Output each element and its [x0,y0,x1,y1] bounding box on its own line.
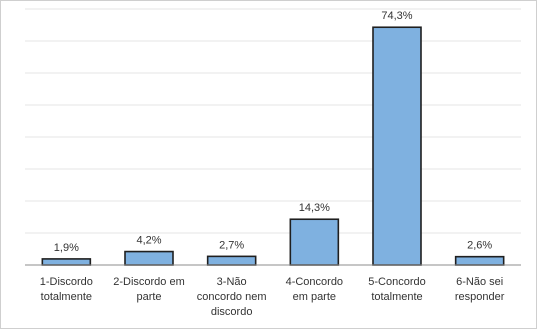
category-label-line: 2-Discordo em [113,276,185,288]
data-label: 4,2% [136,235,161,247]
category-label: 3-Não concordo nem discordo [197,276,267,318]
bar [206,255,257,266]
category-label: 4-Concordo em parte [286,276,343,303]
category-label-line: em parte [293,291,336,303]
bar [454,255,505,266]
data-label: 74,3% [381,10,412,22]
category-label-line: totalmente [371,291,422,303]
category-label-line: parte [136,291,161,303]
category-label-line: 5-Concordo [368,276,425,288]
data-label: 2,6% [467,240,492,252]
category-label-line: discordo [211,306,253,318]
category-label-line: 6-Não sei [456,276,503,288]
category-label-line: 3-Não [217,276,247,288]
data-label: 2,7% [219,239,244,251]
data-label: 14,3% [299,202,330,214]
category-label: 5-Concordo totalmente [368,276,425,303]
data-label: 1,9% [54,242,79,254]
bar [124,250,174,266]
category-label: 6-Não sei responder [455,276,505,303]
category-label-line: responder [455,291,505,303]
bar [41,258,92,266]
category-label-line: 4-Concordo [286,276,343,288]
bar [289,218,340,266]
category-label-line: concordo nem [197,291,267,303]
category-label-line: 1-Discordo [40,276,93,288]
category-label: 1-Discordo totalmente [40,276,93,303]
bar [372,26,422,266]
category-label: 2-Discordo em parte [113,276,185,303]
category-label-line: totalmente [41,291,92,303]
